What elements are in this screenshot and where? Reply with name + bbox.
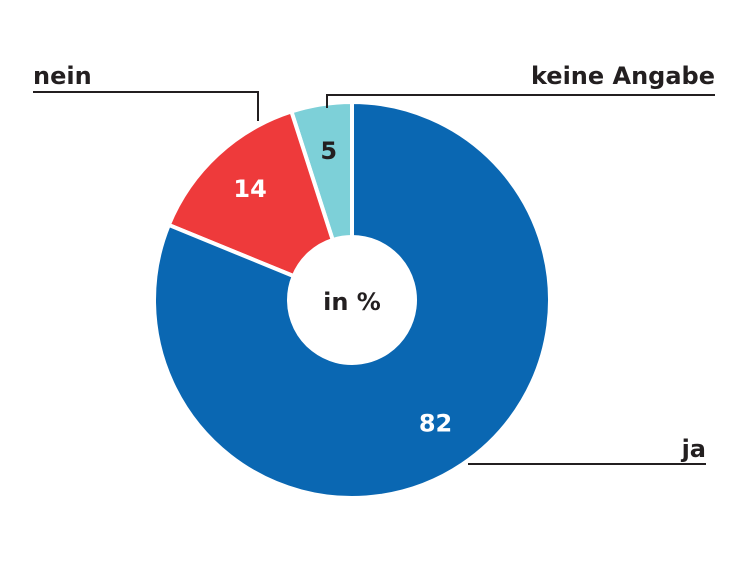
leader-line [33, 91, 259, 121]
slice [152, 99, 552, 500]
value-label: 82 [419, 410, 452, 438]
category-label: ja [681, 435, 706, 463]
value-label: 14 [233, 175, 266, 203]
leader-line [326, 94, 715, 108]
slice [166, 108, 336, 279]
value-label: 5 [320, 137, 337, 165]
category-label: keine Angabe [531, 62, 715, 90]
center-label: in % [323, 288, 381, 316]
category-label: nein [33, 62, 92, 90]
